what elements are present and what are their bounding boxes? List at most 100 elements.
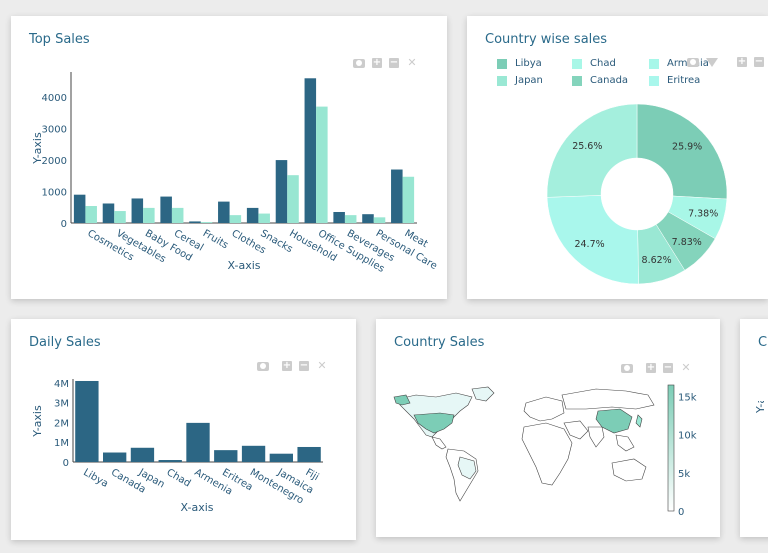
pie-slice-label: 8.62% [642,255,672,266]
legend-item[interactable]: Canada [572,73,649,88]
legend-item[interactable]: Chad [572,56,649,71]
legend-label: Canada [590,75,629,86]
camera-icon[interactable] [621,363,633,373]
zoom-in-icon[interactable]: + [282,360,292,371]
colorbar-scale [667,384,675,512]
legend-item[interactable]: Eritrea [649,73,727,88]
bar [103,452,127,462]
x-axis-title: X-axis [181,501,214,514]
y-axis-title: Y-axis [31,405,44,438]
legend-label: Eritrea [667,75,701,86]
top-sales-chart: 01000200030004000CosmeticsVegetablesBaby… [31,72,439,275]
y-tick-label: 1M [54,438,69,449]
top-sales-card: Top Sales + − ✕ 0 1000 2000 3000 4000 Cosmeti… [11,16,447,299]
bar [158,460,182,462]
country-sales-title: Country Sales [394,335,485,350]
y-tick-label: 2000 [42,156,67,167]
legend-swatch [572,75,582,86]
y-tick-label: 3M [54,399,69,410]
pie-slice [546,195,639,285]
y-tick-label: 4000 [42,93,67,104]
bar-series-1 [391,169,403,223]
bar [269,453,293,462]
zoom-out-icon[interactable]: − [389,57,399,68]
zoom-out-icon[interactable]: − [663,362,673,373]
map-africa [521,422,573,486]
daily-sales-title: Daily Sales [29,335,101,350]
y-tick-label: 0 [63,458,69,469]
zoom-in-icon[interactable]: + [646,362,656,373]
zoom-out-icon[interactable]: − [754,56,764,67]
x-tick-label: Fruits [201,228,230,251]
legend-label: Japan [515,75,543,86]
x-tick-label: Libya [81,467,110,490]
autoscale-icon[interactable]: ✕ [407,56,417,69]
bar-series-1 [189,221,201,223]
bar-series-1 [160,196,172,223]
y-tick-label: 1000 [42,188,67,199]
bar-series-1 [275,160,288,223]
autoscale-icon[interactable]: ✕ [681,361,691,374]
world-map [393,386,655,502]
map-japan [635,414,643,428]
legend-label: Libya [515,58,542,69]
map-brazil [457,456,477,480]
partial-card: C Y-axis [740,319,768,537]
legend-swatch [497,75,507,86]
legend-label: Chad [590,58,616,69]
bar-series-1 [246,207,259,223]
bar-series-1 [218,201,230,223]
bar-series-1 [131,198,144,223]
map-europe [523,396,565,422]
y-tick-label: 2M [54,418,69,429]
bar [297,446,321,462]
map-usa [413,412,455,434]
legend-swatch [649,58,659,69]
bar-series-1 [304,78,317,223]
country-sales-toolbar: + − ✕ [621,362,692,374]
bar-series-1 [73,194,86,223]
legend-item[interactable]: Japan [497,73,572,88]
bar-series-1 [362,214,374,223]
bar [75,380,99,462]
map-russia [561,388,655,410]
bar [130,447,155,462]
bar-series-2 [200,222,213,223]
x-tick-label: Chad [165,467,193,489]
legend-item[interactable]: Libya [497,56,572,71]
bar-series-2 [258,213,270,223]
bar [186,422,210,462]
y-tick-label: 3000 [42,125,67,136]
camera-icon[interactable] [353,58,365,68]
map-greenland [471,386,495,402]
zoom-in-icon[interactable]: + [737,56,747,67]
bar [214,450,238,462]
country-wise-toolbar: + − [687,57,764,67]
daily-sales-toolbar: + − ✕ [257,360,328,372]
zoom-out-icon[interactable]: − [299,360,309,371]
legend-swatch [572,58,582,69]
map-southeast-asia [615,434,635,452]
colorbar-tick-label: 5k [678,469,690,480]
bar-series-2 [85,206,97,223]
map-australia [611,458,647,482]
camera-icon[interactable] [257,361,269,371]
x-axis-title: X-axis [228,259,261,272]
zoom-in-icon[interactable]: + [372,57,382,68]
pie-slice-label: 7.83% [672,237,702,248]
map-china [595,408,633,434]
country-sales-card: Country Sales + − ✕ 15k 10k 5k 0 [376,319,720,537]
bar-series-2 [229,215,242,223]
y-tick-label: 0 [61,219,67,230]
camera-icon[interactable] [687,57,699,67]
top-sales-title: Top Sales [29,32,90,47]
bar-series-1 [102,203,115,223]
filter-icon[interactable] [706,57,718,67]
y-axis-title: Y-axis [31,132,44,165]
bar-series-2 [287,175,299,223]
country-wise-card: Country wise sales LibyaChadArmeniaJapan… [467,16,768,299]
bar-series-2 [143,207,155,223]
country-wise-pie: 25.9% 7.38% 7.83%8.62% 24.7% 25.6% [546,103,728,285]
autoscale-icon[interactable]: ✕ [317,359,327,372]
